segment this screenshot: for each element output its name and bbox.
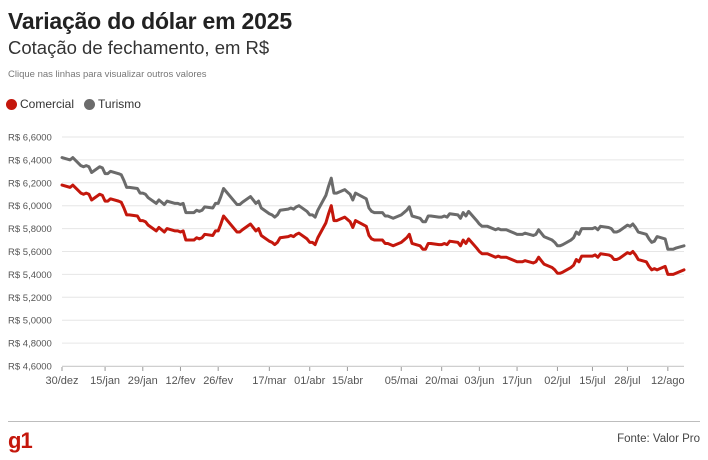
source-credit: Fonte: Valor Pro bbox=[617, 433, 700, 445]
chart-title: Variação do dólar em 2025 bbox=[8, 8, 292, 34]
y-tick-label: R$ 6,4000 bbox=[8, 155, 52, 166]
x-tick-label: 05/mai bbox=[385, 375, 418, 387]
x-tick-label: 30/dez bbox=[45, 375, 78, 387]
x-tick-label: 15/jul bbox=[579, 375, 605, 387]
y-tick-label: R$ 6,0000 bbox=[8, 201, 52, 212]
legend-label-comercial: Comercial bbox=[20, 97, 75, 111]
y-tick-label: R$ 4,8000 bbox=[8, 339, 52, 350]
x-tick-label: 15/abr bbox=[332, 375, 364, 387]
y-tick-label: R$ 5,8000 bbox=[8, 224, 52, 235]
interaction-hint: Clique nas linhas para visualizar outros… bbox=[8, 69, 207, 80]
x-tick-label: 03/jun bbox=[464, 375, 494, 387]
x-tick-label: 15/jan bbox=[90, 375, 120, 387]
x-tick-label: 01/abr bbox=[294, 375, 326, 387]
legend: Comercial Turismo bbox=[6, 97, 141, 111]
x-tick-label: 12/fev bbox=[165, 375, 195, 387]
series-line-turismo[interactable] bbox=[60, 156, 686, 251]
legend-dot-turismo bbox=[84, 98, 96, 110]
legend-item-turismo[interactable]: Turismo bbox=[84, 97, 141, 111]
chart-subtitle: Cotação de fechamento, em R$ bbox=[8, 37, 270, 58]
y-tick-label: R$ 4,6000 bbox=[8, 362, 52, 373]
legend-dot-comercial bbox=[6, 98, 17, 110]
x-tick-label: 02/jul bbox=[544, 375, 570, 387]
g1-logo: g1 bbox=[8, 428, 33, 453]
x-tick-label: 29/jan bbox=[128, 375, 158, 387]
x-tick-label: 17/mar bbox=[252, 375, 287, 387]
x-tick-label: 20/mai bbox=[425, 375, 458, 387]
x-tick-label: 26/fev bbox=[203, 375, 233, 387]
legend-item-comercial[interactable]: Comercial bbox=[6, 97, 74, 111]
y-tick-label: R$ 6,6000 bbox=[8, 133, 52, 144]
series-line-comercial[interactable] bbox=[60, 183, 686, 276]
line-chart: R$ 4,6000 R$ 4,8000 R$ 5,0000 R$ 5,2000 R$ 5… bbox=[8, 133, 686, 387]
y-tick-label: R$ 5,2000 bbox=[8, 293, 52, 304]
legend-label-turismo: Turismo bbox=[98, 97, 141, 111]
y-tick-label: R$ 6,2000 bbox=[8, 178, 52, 189]
y-tick-label: R$ 5,0000 bbox=[8, 316, 52, 327]
x-tick-label: 12/ago bbox=[651, 375, 685, 387]
y-tick-label: R$ 5,4000 bbox=[8, 270, 52, 281]
footer-divider bbox=[8, 421, 700, 422]
x-tick-label: 28/jul bbox=[614, 375, 640, 387]
y-tick-label: R$ 5,6000 bbox=[8, 247, 52, 258]
x-tick-label: 17/jun bbox=[502, 375, 532, 387]
